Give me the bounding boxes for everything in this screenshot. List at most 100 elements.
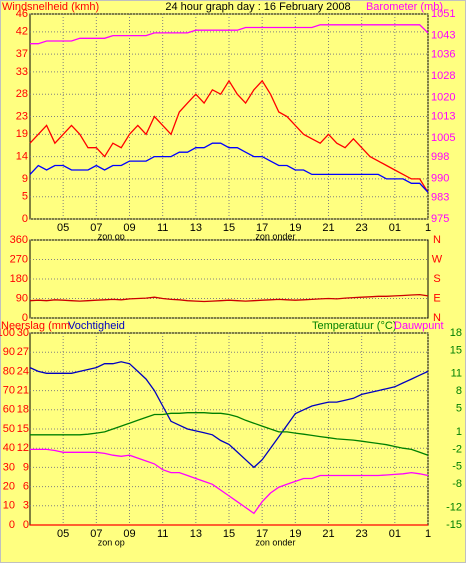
x-tick-label: 17 [256, 222, 268, 234]
x-tick-label: 07 [90, 222, 102, 234]
y-tick-label: 42 [16, 26, 28, 38]
y2-tick-label: -2 [452, 443, 462, 455]
y2-tick-label: 18 [450, 327, 462, 339]
y-tick-label: 80 [3, 365, 15, 377]
y3-tick-label: 3 [23, 500, 29, 512]
y-tick-label: 60 [3, 404, 15, 416]
chart-title: 24 hour graph day : 16 February 2008 [165, 1, 350, 13]
x-tick-label: 15 [223, 528, 235, 540]
x-tick-label: 11 [157, 222, 168, 234]
y2-tick-label: -5 [452, 461, 462, 473]
x-tick-label: 17 [256, 528, 268, 540]
x-tick-label: 13 [190, 222, 202, 234]
y2-tick-label: 1013 [431, 110, 455, 122]
y2-tick-label: S [433, 273, 440, 285]
y-tick-label: 70 [3, 385, 15, 397]
x-tick-label: 23 [356, 222, 368, 234]
y3-tick-label: 24 [17, 365, 29, 377]
y2-tick-label: 990 [431, 172, 449, 184]
y-tick-label: 90 [16, 292, 28, 304]
x-tick-label: 15 [223, 222, 235, 234]
y-tick-label: 10 [3, 500, 15, 512]
y2-tick-label: 1051 [431, 8, 455, 20]
series-line [29, 79, 429, 193]
y-tick-label: 180 [10, 273, 28, 285]
annotation: zon onder [255, 231, 295, 241]
x-tick-label: 07 [90, 528, 102, 540]
y2-tick-label: -15 [446, 519, 462, 531]
series-line [29, 361, 429, 469]
y-tick-label: 270 [10, 253, 28, 265]
y-tick-label: 19 [16, 128, 28, 140]
x-tick-label: 21 [322, 528, 334, 540]
y-tick-label: 100 [0, 327, 15, 339]
y-tick-label: 28 [16, 88, 28, 100]
x-tick-label: 1 [425, 528, 431, 540]
annotation: zon op [98, 537, 125, 547]
y-tick-label: 0 [22, 312, 28, 324]
legend-entry: Dauwpunt [394, 320, 444, 332]
series-line [30, 448, 429, 515]
series-line [29, 293, 429, 303]
legend-entry: Vochtigheid [68, 320, 125, 332]
y-tick-label: 37 [16, 48, 28, 60]
y3-tick-label: 9 [23, 461, 29, 473]
y3-tick-label: 6 [23, 481, 29, 493]
y-tick-label: 5 [22, 191, 28, 203]
y2-tick-label: 998 [431, 151, 449, 163]
x-tick-label: 19 [289, 222, 301, 234]
y2-tick-label: 1020 [431, 92, 455, 104]
y-tick-label: 9 [22, 173, 28, 185]
y2-tick-label: 1028 [431, 70, 455, 82]
y3-tick-label: 0 [23, 519, 29, 531]
y3-tick-label: 18 [17, 404, 29, 416]
x-tick-label: 01 [389, 528, 401, 540]
x-tick-label: 09 [123, 528, 135, 540]
y-tick-label: 0 [22, 213, 28, 225]
y2-tick-label: -8 [452, 478, 462, 490]
y3-tick-label: 21 [17, 385, 29, 397]
y2-tick-label: W [432, 253, 443, 265]
y3-tick-label: 12 [17, 442, 29, 454]
x-tick-label: 19 [289, 528, 301, 540]
x-tick-label: 01 [389, 222, 401, 234]
legend-entry: Neerslag (mm [1, 320, 70, 332]
y2-tick-label: N [433, 234, 441, 246]
y2-tick-label: 8 [456, 385, 462, 397]
y2-tick-label: N [433, 312, 441, 324]
series-line [30, 24, 429, 45]
series-line [30, 412, 429, 456]
y2-tick-label: 5 [456, 403, 462, 415]
x-tick-label: 13 [190, 528, 202, 540]
annotation: zon onder [255, 537, 295, 547]
y2-tick-label: -12 [446, 501, 462, 513]
x-tick-label: 11 [157, 528, 168, 540]
y3-tick-label: 15 [17, 423, 29, 435]
y-tick-label: 40 [3, 442, 15, 454]
x-tick-label: 09 [123, 222, 135, 234]
y-tick-label: 20 [3, 481, 15, 493]
y-tick-label: 23 [16, 110, 28, 122]
annotation: zon op [98, 231, 125, 241]
y2-tick-label: 975 [431, 213, 449, 225]
y-tick-label: 14 [16, 151, 28, 163]
y2-tick-label: 1036 [431, 48, 455, 60]
y2-tick-label: 983 [431, 191, 449, 203]
legend-entry: Temperatuur (°C) [312, 320, 396, 332]
x-tick-label: 23 [356, 528, 368, 540]
y-tick-label: 0 [9, 519, 15, 531]
series-line [29, 142, 429, 193]
x-tick-label: 1 [425, 222, 431, 234]
y2-tick-label: 1043 [431, 29, 455, 41]
y2-tick-label: 1 [456, 426, 462, 438]
x-tick-label: 21 [322, 222, 334, 234]
y2-tick-label: 11 [451, 368, 462, 380]
y2-tick-label: 15 [450, 344, 462, 356]
y-axis-label: Windsnelheid (kmh) [2, 1, 99, 13]
y-tick-label: 90 [3, 346, 15, 358]
y2-tick-label: 1005 [431, 132, 455, 144]
y-tick-label: 33 [16, 66, 28, 78]
y3-tick-label: 30 [17, 327, 29, 339]
x-tick-label: 05 [57, 222, 69, 234]
